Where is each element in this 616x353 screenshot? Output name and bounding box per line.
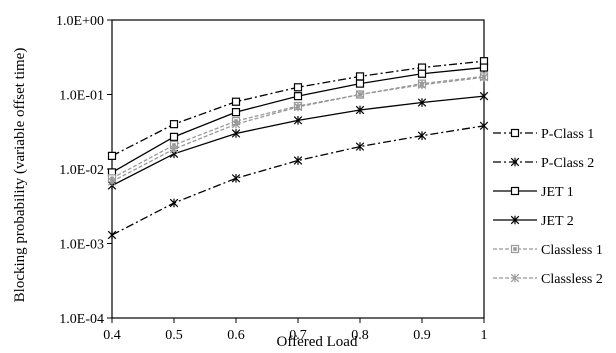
data-point <box>293 116 303 125</box>
plot-area <box>111 19 485 319</box>
x-tick-label: 0.9 <box>413 328 431 343</box>
marker-square <box>231 97 241 106</box>
data-point <box>293 83 303 92</box>
data-point <box>417 80 427 90</box>
marker-square <box>417 69 427 78</box>
x-axis: 0.4 0.5 0.6 0.7 0.8 0.9 1 <box>103 318 488 343</box>
marker-square <box>107 151 117 160</box>
marker-square <box>510 128 520 138</box>
marker-square <box>479 63 489 72</box>
series-line <box>111 125 485 236</box>
x-tick-label: 0.5 <box>165 328 183 343</box>
marker-square <box>510 186 520 196</box>
legend: P-Class 1 P-Class 2 JET 1 JET 2 Classless 1 C… <box>493 127 603 287</box>
x-tick-label: 0.8 <box>351 328 369 343</box>
x-tick-label: 0.7 <box>289 328 307 343</box>
data-point <box>479 63 489 72</box>
marker-square <box>231 108 241 117</box>
y-axis-label: Blocking probability (variable offset ti… <box>12 48 28 303</box>
legend-item: JET 2 <box>493 214 574 229</box>
data-point <box>231 119 241 129</box>
series-classless-2 <box>107 73 489 186</box>
plot-border <box>111 19 485 319</box>
y-tick-label: 1.0E+00 <box>56 14 104 29</box>
y-tick-label: 1.0E-04 <box>59 312 104 327</box>
data-point <box>231 97 241 106</box>
marker-square <box>355 72 365 81</box>
marker-square <box>293 83 303 92</box>
legend-swatch-marker <box>510 157 520 167</box>
legend-label: P-Class 2 <box>541 156 594 171</box>
y-tick-label: 1.0E-03 <box>59 238 104 253</box>
legend-item: P-Class 1 <box>493 127 594 142</box>
data-point <box>169 132 179 141</box>
legend-swatch-marker <box>510 273 520 283</box>
data-point <box>293 102 303 112</box>
legend-swatch-marker <box>510 186 520 196</box>
data-point <box>417 98 427 107</box>
data-point <box>355 79 365 88</box>
legend-label: JET 1 <box>541 185 574 200</box>
y-tick-label: 1.0E-01 <box>59 89 104 104</box>
data-point <box>231 129 241 138</box>
marker-square <box>355 79 365 88</box>
data-point <box>107 177 117 186</box>
data-point <box>293 156 303 165</box>
series-layer <box>107 57 489 240</box>
x-tick-label: 0.6 <box>227 328 245 343</box>
legend-label: Classless 1 <box>541 243 603 258</box>
data-point <box>169 144 179 154</box>
marker-square-inner <box>513 247 517 251</box>
data-point <box>355 72 365 81</box>
data-point <box>417 131 427 140</box>
data-point <box>231 174 241 183</box>
data-point <box>107 230 117 240</box>
legend-item: P-Class 2 <box>493 156 594 171</box>
legend-label: JET 2 <box>541 214 574 229</box>
data-point <box>355 90 365 99</box>
data-point <box>231 108 241 117</box>
data-point <box>169 120 179 129</box>
legend-label: Classless 2 <box>541 272 603 287</box>
data-point <box>479 121 489 131</box>
series-p-class-2 <box>107 121 489 240</box>
marker-square <box>169 120 179 129</box>
data-point <box>355 105 365 115</box>
x-tick-label: 0.4 <box>103 328 121 343</box>
legend-item: Classless 2 <box>493 272 603 287</box>
x-axis-label: Offered Load <box>277 334 358 350</box>
legend-swatch-marker <box>510 128 520 138</box>
data-point <box>479 91 489 101</box>
y-tick-label: 1.0E-02 <box>59 163 104 178</box>
y-axis: 1.0E-04 1.0E-03 1.0E-02 1.0E-01 1.0E+00 <box>56 14 112 327</box>
data-point <box>293 92 303 101</box>
legend-swatch-marker <box>510 215 520 225</box>
legend-item: Classless 1 <box>493 243 603 258</box>
legend-swatch-marker <box>510 244 520 254</box>
data-point <box>107 151 117 160</box>
data-point <box>417 69 427 78</box>
data-point <box>479 73 489 82</box>
legend-item: JET 1 <box>493 185 574 200</box>
x-tick-label: 1 <box>481 328 488 343</box>
data-point <box>169 198 179 208</box>
marker-square <box>293 92 303 101</box>
legend-label: P-Class 1 <box>541 127 594 142</box>
series-jet-1 <box>107 63 489 177</box>
marker-square <box>169 132 179 141</box>
series-p-class-1 <box>107 57 489 160</box>
data-point <box>355 142 365 151</box>
